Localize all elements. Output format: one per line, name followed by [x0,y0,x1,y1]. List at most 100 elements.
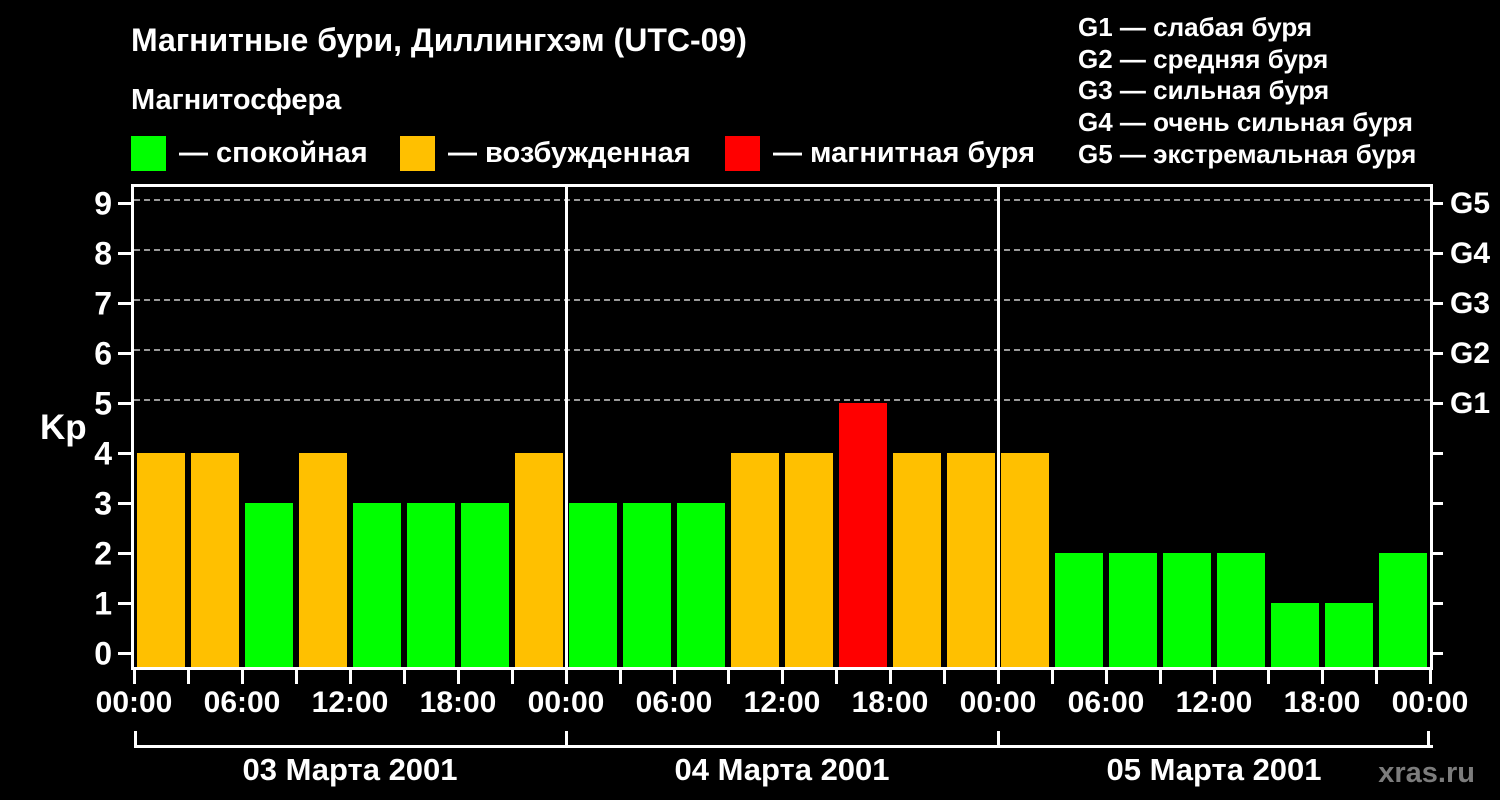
y-tick-label-4: 4 [94,435,112,472]
day-separator-1 [564,187,568,667]
right-axis-label-G5: G5 [1450,187,1491,220]
x-tick-label-6: 12:00 [743,686,821,719]
x-tick-18 [1104,670,1108,684]
x-tick-6 [456,670,460,684]
y-tick-label-3: 3 [94,485,112,522]
x-tick-19 [1158,670,1162,684]
y-tick-8 [118,251,131,255]
date-bracket-tick-1 [564,731,568,748]
right-tick-4 [1432,451,1443,455]
kp-bar-day1-slot4 [299,453,347,667]
y-tick-label-2: 2 [94,535,112,572]
x-tick-label-4: 00:00 [527,686,605,719]
x-tick-label-2: 12:00 [311,686,389,719]
right-tick-7 [1432,301,1443,305]
page-title: Магнитные бури, Диллингхэм (UTC-09) [131,22,747,58]
x-tick-15 [942,670,946,684]
date-label-day1: 03 Марта 2001 [242,752,458,787]
storm-scale-line-1: G1 — слабая буря [1078,12,1313,42]
kp-bar-day1-slot7 [461,503,509,667]
y-tick-1 [118,601,131,605]
gridline-kp9 [134,199,1430,201]
x-tick-23 [1374,670,1378,684]
x-tick-8 [564,670,568,684]
x-tick-4 [348,670,352,684]
y-tick-label-6: 6 [94,335,112,372]
kp-bar-day2-slot4 [731,453,779,667]
x-tick-1 [186,670,190,684]
x-tick-20 [1212,670,1216,684]
right-axis-label-G2: G2 [1450,337,1491,370]
right-tick-3 [1432,501,1443,505]
gridline-kp8 [134,249,1430,251]
kp-bar-day3-slot1 [1001,453,1049,667]
x-tick-label-0: 00:00 [95,686,173,719]
x-tick-13 [834,670,838,684]
kp-bar-day3-slot3 [1109,553,1157,667]
y-tick-label-8: 8 [94,235,112,272]
kp-bar-day3-slot8 [1379,553,1427,667]
right-tick-0 [1432,651,1443,655]
storm-scale-line-2: G2 — средняя буря [1078,43,1329,74]
right-tick-9 [1432,201,1443,205]
legend-label-storm: — магнитная буря [773,137,1036,169]
right-tick-5 [1432,401,1443,405]
legend-item-storm: — магнитная буря [725,136,1035,171]
magnetosphere-label: Магнитосфера [131,84,342,116]
legend-item-excited: — возбужденная [400,136,691,171]
kp-bar-day3-slot6 [1271,603,1319,667]
legend-swatch-excited [400,136,435,171]
y-tick-2 [118,551,131,555]
x-tick-7 [510,670,514,684]
kp-bar-day2-slot6 [839,403,887,667]
date-bracket-tick-2 [996,731,1000,748]
y-tick-label-1: 1 [94,585,112,622]
kp-bar-day2-slot1 [569,503,617,667]
y-tick-0 [118,651,131,655]
x-tick-label-9: 06:00 [1067,686,1145,719]
right-axis-label-G4: G4 [1450,237,1491,270]
x-tick-label-8: 00:00 [959,686,1037,719]
y-tick-label-5: 5 [94,385,112,422]
plot-area [131,184,1433,670]
x-tick-5 [402,670,406,684]
kp-bar-day1-slot8 [515,453,563,667]
x-tick-label-12: 00:00 [1391,686,1469,719]
kp-bar-day3-slot7 [1325,603,1373,667]
legend-item-quiet: — спокойная [131,136,368,171]
x-tick-17 [1050,670,1054,684]
x-tick-10 [672,670,676,684]
date-bracket-tick-3 [1427,731,1430,748]
legend-swatch-quiet [131,136,166,171]
x-tick-21 [1266,670,1270,684]
x-tick-label-11: 18:00 [1283,686,1361,719]
kp-bar-day2-slot2 [623,503,671,667]
y-tick-4 [118,451,131,455]
date-label-day2: 04 Марта 2001 [674,752,890,787]
gridline-kp5 [134,399,1430,401]
x-tick-label-3: 18:00 [419,686,497,719]
y-tick-3 [118,501,131,505]
x-tick-3 [294,670,298,684]
x-tick-16 [996,670,1000,684]
kp-bar-day2-slot8 [947,453,995,667]
legend-label-quiet: — спокойная [179,137,368,169]
y-tick-5 [118,401,131,405]
y-tick-label-9: 9 [94,185,112,222]
kp-bar-day1-slot1 [137,453,185,667]
y-tick-9 [118,201,131,205]
kp-bar-day1-slot3 [245,503,293,667]
y-tick-label-7: 7 [94,285,112,322]
x-tick-14 [888,670,892,684]
x-tick-22 [1320,670,1324,684]
x-tick-label-1: 06:00 [203,686,281,719]
date-bracket-line [134,745,1433,748]
watermark: xras.ru [1378,757,1475,789]
day-separator-2 [996,187,1000,667]
kp-bar-day3-slot4 [1163,553,1211,667]
gridline-kp7 [134,299,1430,301]
x-tick-12 [780,670,784,684]
kp-bar-day2-slot5 [785,453,833,667]
y-tick-label-0: 0 [94,635,112,672]
